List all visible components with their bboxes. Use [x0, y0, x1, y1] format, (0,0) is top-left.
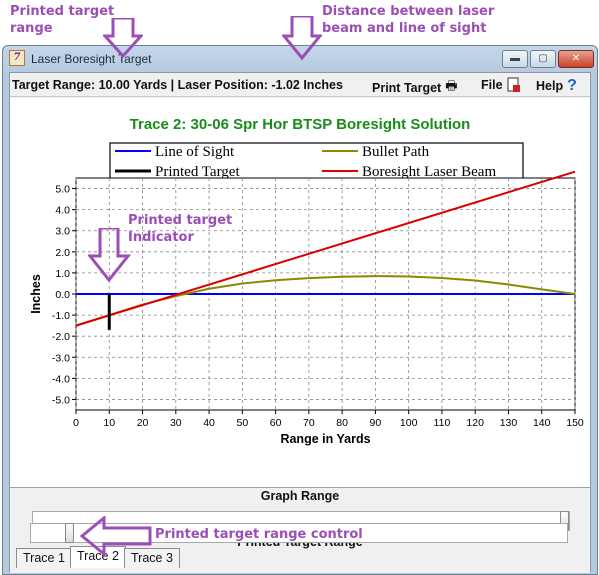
y-tick-label: -4.0 [52, 373, 70, 385]
tab-trace-1[interactable]: Trace 1 [16, 548, 72, 568]
tab-trace-2[interactable]: Trace 2 [70, 546, 126, 568]
annotation-line: range [10, 21, 53, 36]
legend-entry: Boresight Laser Beam [362, 164, 496, 180]
help-menu-label: Help [536, 79, 564, 93]
maximize-button[interactable]: ▢ [530, 50, 556, 68]
status-text: Target Range: 10.00 Yards | Laser Positi… [12, 78, 343, 92]
x-axis-label: Range in Yards [280, 432, 370, 446]
x-tick-label: 30 [170, 417, 182, 429]
y-tick-label: 0.0 [55, 289, 70, 301]
annotation-line: Printed target [10, 4, 115, 19]
annotation-line: Printed target [128, 213, 233, 228]
close-button[interactable]: ✕ [558, 50, 594, 68]
y-tick-label: 4.0 [55, 205, 70, 217]
y-tick-label: -1.0 [52, 310, 70, 322]
y-axis-label: Inches [29, 274, 43, 314]
boresight-chart: Trace 2: 30-06 Spr Hor BTSP Boresight So… [29, 116, 584, 446]
x-tick-label: 10 [103, 417, 115, 429]
y-tick-label: 2.0 [55, 247, 70, 259]
file-icon [507, 77, 520, 92]
legend-entry: Bullet Path [362, 144, 430, 160]
x-tick-label: 80 [336, 417, 348, 429]
y-tick-label: 1.0 [55, 268, 70, 280]
legend-entry: Line of Sight [155, 144, 235, 160]
close-icon: ✕ [571, 53, 581, 64]
down-arrow-icon [103, 18, 143, 58]
printer-icon: 🖶 [445, 78, 458, 93]
maximize-icon: ▢ [538, 53, 548, 64]
print-target-button[interactable]: Print Target 🖶 [372, 77, 458, 99]
x-tick-label: 120 [466, 417, 484, 429]
help-menu[interactable]: Help ? [536, 77, 577, 95]
printed-target-range-slider[interactable] [30, 523, 568, 543]
x-tick-label: 20 [137, 417, 149, 429]
printed-target-range-slider-thumb[interactable] [65, 523, 75, 543]
status-bar: Target Range: 10.00 Yards | Laser Positi… [10, 73, 590, 97]
x-tick-label: 130 [500, 417, 518, 429]
print-target-label: Print Target [372, 81, 442, 95]
x-tick-label: 150 [566, 417, 584, 429]
x-tick-label: 100 [400, 417, 418, 429]
annotation-printed-target-indicator: Printed target Indicator [128, 212, 232, 246]
client-area: Target Range: 10.00 Yards | Laser Positi… [9, 72, 591, 573]
y-tick-label: -5.0 [52, 394, 70, 406]
legend-entry: Printed Target [155, 164, 240, 180]
tab-label: Trace 1 [23, 551, 65, 565]
tab-trace-3[interactable]: Trace 3 [124, 548, 180, 568]
y-tick-label: -3.0 [52, 352, 70, 364]
down-arrow-icon [88, 228, 132, 282]
x-tick-label: 50 [236, 417, 248, 429]
y-tick-label: 5.0 [55, 184, 70, 196]
x-tick-label: 70 [303, 417, 315, 429]
down-arrow-icon [282, 16, 322, 60]
minimize-icon: ▬ [510, 53, 520, 64]
x-tick-label: 110 [434, 417, 451, 429]
annotation-line: Indicator [128, 230, 194, 245]
annotation-line: Distance between laser [322, 4, 495, 19]
x-tick-label: 90 [370, 417, 382, 429]
tab-label: Trace 3 [131, 551, 173, 565]
series-boresight-laser-beam [75, 170, 576, 327]
left-arrow-icon [80, 516, 152, 556]
x-tick-label: 0 [73, 417, 79, 429]
help-icon: ? [567, 77, 577, 94]
annotation-printed-target-range: Printed target range [10, 3, 114, 37]
x-tick-label: 60 [270, 417, 282, 429]
x-tick-label: 140 [533, 417, 551, 429]
chart-title: Trace 2: 30-06 Spr Hor BTSP Boresight So… [130, 116, 471, 133]
minimize-button[interactable]: ▬ [502, 50, 528, 68]
x-tick-label: 40 [203, 417, 215, 429]
plot-panel: Trace 2: 30-06 Spr Hor BTSP Boresight So… [10, 98, 590, 488]
app-window: 7 Laser Boresight Target ▬ ▢ ✕ Target Ra… [2, 45, 598, 575]
file-menu[interactable]: File [481, 77, 521, 93]
annotation-printed-target-range-control: Printed target range control [155, 527, 363, 542]
annotation-line: beam and line of sight [322, 21, 487, 36]
y-tick-label: 3.0 [55, 226, 70, 238]
annotation-distance: Distance between laser beam and line of … [322, 3, 494, 37]
graph-range-label: Graph Range [260, 489, 340, 503]
app-logo-icon: 7 [9, 50, 25, 66]
y-tick-label: -2.0 [52, 331, 70, 343]
file-menu-label: File [481, 78, 503, 92]
tab-label: Trace 2 [77, 549, 119, 563]
